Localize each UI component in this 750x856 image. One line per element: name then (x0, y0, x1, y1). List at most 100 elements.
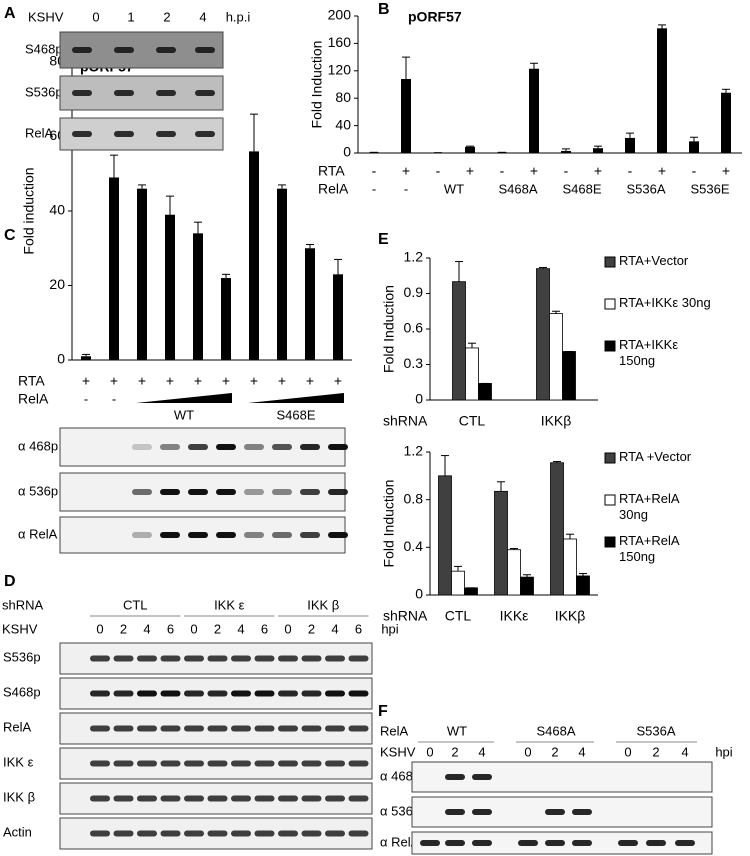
bar (536, 268, 550, 401)
chart-title: pORF57 (408, 9, 462, 25)
header-label: 4 (331, 621, 338, 636)
band (325, 760, 345, 767)
band (472, 774, 492, 780)
band (188, 532, 208, 538)
header-label: 4 (578, 744, 585, 759)
row-value: + (138, 373, 146, 389)
band (300, 489, 320, 495)
band (207, 795, 228, 802)
bar (464, 587, 478, 596)
band (72, 47, 92, 53)
bar (305, 248, 315, 360)
header-label: 2 (551, 744, 558, 759)
row-value: - (112, 391, 116, 406)
dose-ramp (136, 393, 232, 403)
bar (81, 356, 91, 360)
header-label: 2 (652, 744, 659, 759)
row-value: + (466, 163, 474, 179)
panel-label: F (378, 703, 388, 720)
band (72, 90, 92, 96)
band (348, 760, 369, 767)
band (207, 760, 228, 767)
band (114, 90, 134, 96)
x-axis-label: shRNA (383, 608, 428, 624)
band (325, 655, 345, 662)
band (572, 840, 592, 846)
row-value: - (372, 181, 376, 196)
band (156, 47, 176, 53)
header-label: hpi (715, 744, 732, 759)
band (675, 840, 695, 846)
panel-label: A (4, 5, 16, 22)
band (195, 131, 215, 137)
band (137, 760, 157, 767)
band (254, 830, 275, 837)
bar (550, 462, 564, 596)
row-label: α 468p (18, 438, 58, 453)
band (184, 830, 204, 837)
band (231, 760, 251, 767)
y-axis-label: Fold Induction (309, 41, 325, 129)
legend-swatch (604, 340, 616, 352)
band (207, 690, 228, 697)
bar (109, 177, 119, 360)
y-tick-label: 0 (415, 586, 423, 602)
row-value: + (722, 163, 730, 179)
band (90, 690, 110, 697)
row-value: S468A (498, 181, 537, 196)
band (137, 795, 157, 802)
header-label: 1 (127, 9, 134, 24)
y-tick-label: 0 (57, 351, 65, 367)
band (137, 725, 157, 732)
header-label: 0 (524, 744, 531, 759)
band (114, 131, 134, 137)
band (184, 795, 204, 802)
band (90, 725, 110, 732)
legend-swatch (604, 256, 616, 268)
bar (465, 347, 479, 401)
band (188, 489, 208, 495)
bar (438, 475, 452, 596)
bar (249, 151, 259, 360)
header-label: 4 (681, 744, 688, 759)
panel-label: C (4, 227, 16, 244)
bar (576, 575, 590, 596)
y-tick-label: 200 (328, 7, 352, 23)
bar (478, 383, 492, 401)
row-value: + (110, 373, 118, 389)
header-label: h.p.i (226, 9, 251, 24)
header-label: 2 (308, 621, 315, 636)
band (90, 830, 110, 837)
legend-label: RTA+IKKε 150ng (619, 337, 679, 368)
group-label: RelA (380, 723, 409, 738)
y-tick-label: 20 (49, 276, 65, 292)
band (325, 690, 345, 697)
header-label: 6 (261, 621, 268, 636)
band (184, 760, 204, 767)
row-value: - (404, 181, 408, 196)
band (445, 774, 465, 780)
band (188, 444, 208, 450)
band (254, 690, 275, 697)
header-label: 2 (163, 9, 170, 24)
y-tick-label: 1.2 (404, 443, 424, 459)
row-label: α RelA (380, 834, 420, 849)
y-axis-label: Fold Induction (381, 285, 397, 373)
row-value: + (306, 373, 314, 389)
band (545, 840, 565, 846)
band (445, 809, 465, 815)
band (207, 725, 228, 732)
band (518, 840, 538, 846)
bar (520, 576, 534, 596)
bar (494, 490, 508, 596)
bar (721, 92, 731, 153)
y-tick-label: 1.2 (404, 249, 424, 265)
x-tick-label: IKKβ (541, 413, 572, 429)
y-tick-label: 40 (335, 116, 351, 132)
row-value: - (84, 391, 88, 406)
legend-swatch (604, 536, 616, 548)
band (72, 131, 92, 137)
band (328, 489, 348, 495)
header-label: 2 (214, 621, 221, 636)
row-value: + (658, 163, 666, 179)
